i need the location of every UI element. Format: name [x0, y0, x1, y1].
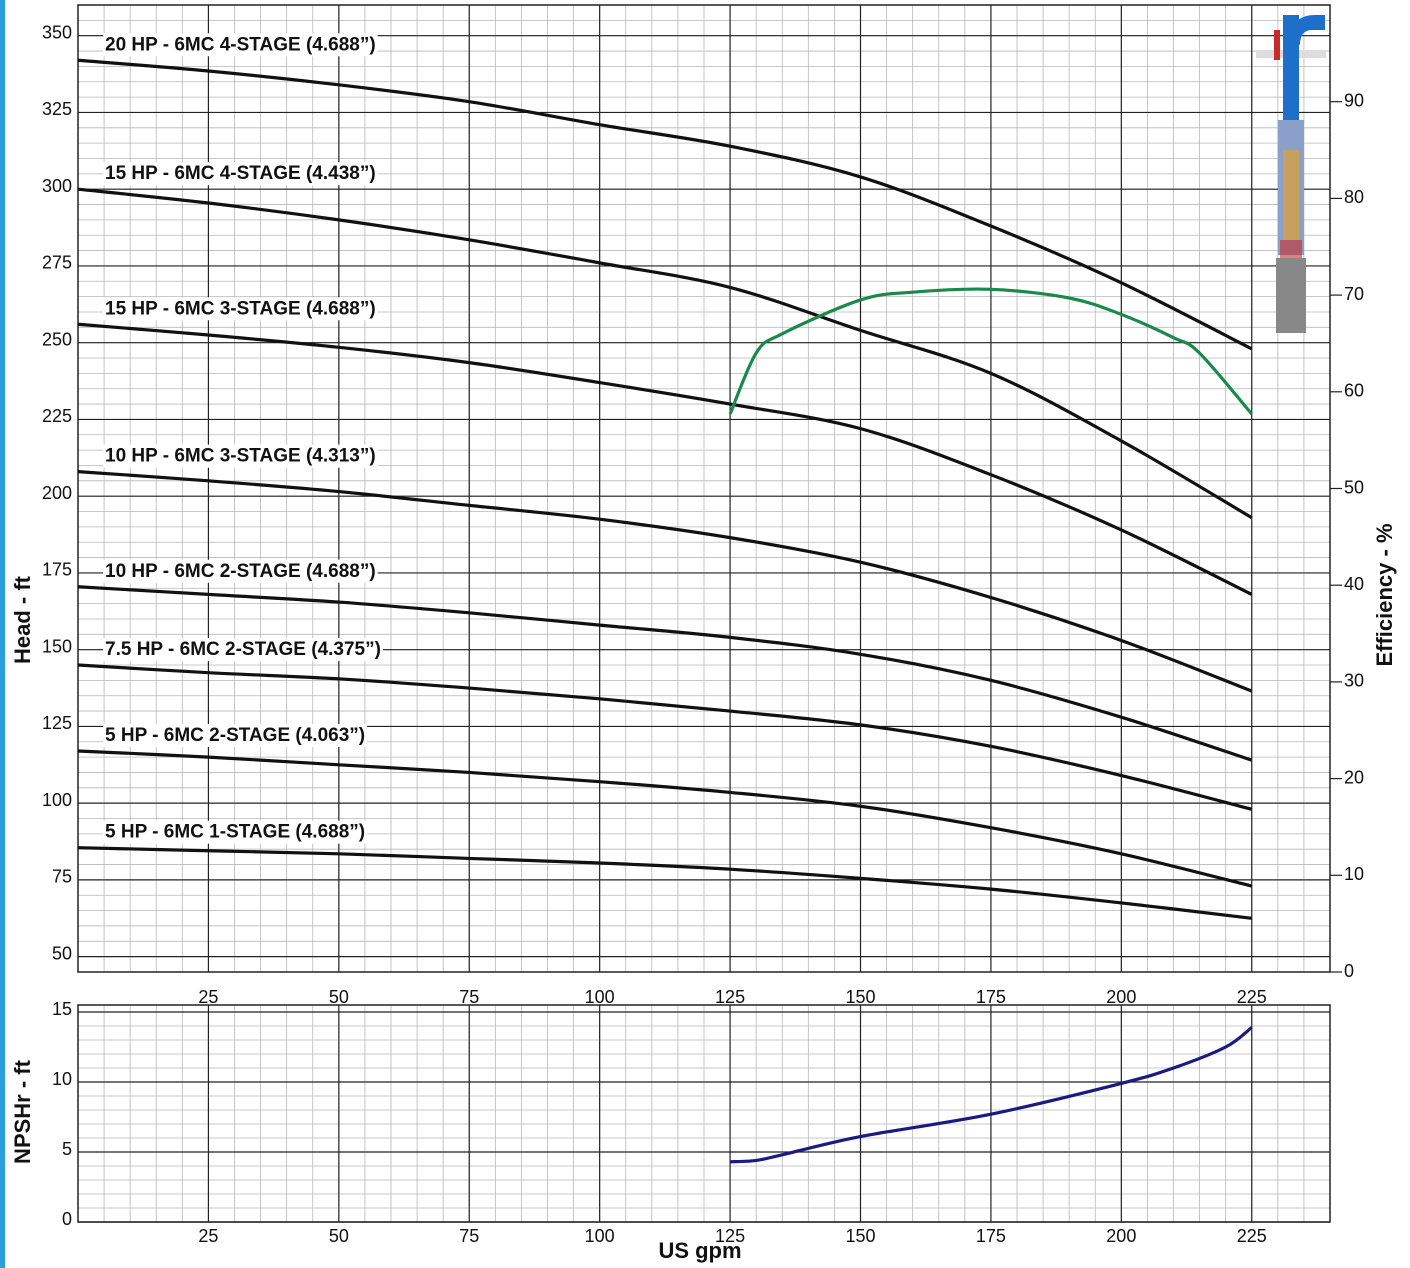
curve-label: 5 HP - 6MC 1-STAGE (4.688”)	[105, 822, 365, 843]
curve-label: 15 HP - 6MC 3-STAGE (4.688”)	[105, 298, 376, 319]
x-tick-label: 150	[845, 1226, 875, 1246]
curve	[77, 749, 1253, 888]
y2-tick-label: 30	[1344, 671, 1364, 691]
curve-label-bg	[103, 162, 378, 186]
y-tick-label: 250	[42, 329, 72, 349]
curve	[729, 1026, 1253, 1164]
y2-tick-label: 80	[1344, 187, 1364, 207]
y2-tick-label: 90	[1344, 90, 1364, 110]
y-tick-label: 10	[52, 1069, 72, 1089]
curve	[77, 585, 1253, 762]
y2-tick-label: 10	[1344, 864, 1364, 884]
y2-tick-label: 20	[1344, 767, 1364, 787]
x-tick-label: 25	[198, 987, 218, 1007]
y-tick-label: 0	[62, 1209, 72, 1229]
x-tick-label: 225	[1237, 987, 1267, 1007]
plot-frame	[77, 4, 1331, 973]
x-tick-label: 100	[585, 1226, 615, 1246]
x-tick-label: 75	[459, 1226, 479, 1246]
plots: 25 50 75 100 125 150 175 200 2255075100125150175…	[42, 4, 1364, 1246]
y-tick-label: 5	[62, 1139, 72, 1159]
curve-label: 20 HP - 6MC 4-STAGE (4.688”)	[105, 34, 376, 55]
curve-label-bg	[103, 297, 378, 321]
x-tick-label: 175	[976, 987, 1006, 1007]
y-tick-label: 15	[52, 999, 72, 1019]
y-tick-label: 225	[42, 406, 72, 426]
y2-axis-label: Efficiency - %	[1372, 523, 1397, 666]
y-tick-label: 300	[42, 176, 72, 196]
curve-label-bg	[103, 444, 378, 468]
curve	[77, 470, 1253, 693]
curve-label-bg	[103, 723, 368, 747]
curve	[77, 187, 1253, 520]
x-tick-label: 75	[459, 987, 479, 1007]
y-tick-label: 275	[42, 253, 72, 273]
y2-tick-label: 60	[1344, 381, 1364, 401]
curve-label: 10 HP - 6MC 3-STAGE (4.313”)	[105, 446, 376, 467]
y-tick-label: 50	[52, 943, 72, 963]
x-tick-label: 25	[198, 1226, 218, 1246]
curve-label-bg	[103, 33, 378, 57]
npsh-axis-label: NPSHr - ft	[10, 1059, 35, 1164]
curve-label: 10 HP - 6MC 2-STAGE (4.688”)	[105, 561, 376, 582]
x-tick-label: 125	[715, 987, 745, 1007]
y2-tick-label: 70	[1344, 284, 1364, 304]
y-tick-label: 325	[42, 99, 72, 119]
x-tick-label: 175	[976, 1226, 1006, 1246]
x-tick-label: 225	[1237, 1226, 1267, 1246]
curve	[77, 846, 1252, 920]
y-tick-label: 100	[42, 790, 72, 810]
curve-label: 5 HP - 6MC 2-STAGE (4.063”)	[105, 725, 365, 746]
x-axis-label: US gpm	[658, 1238, 741, 1263]
curve	[77, 322, 1253, 596]
y-tick-label: 75	[52, 867, 72, 887]
curve-label-bg	[103, 559, 378, 583]
curve	[77, 663, 1253, 811]
y-tick-label: 125	[42, 713, 72, 733]
x-tick-label: 200	[1106, 1226, 1136, 1246]
curve-label: 7.5 HP - 6MC 2-STAGE (4.375”)	[105, 639, 381, 660]
x-tick-label: 125	[715, 1226, 745, 1246]
x-tick-label: 100	[585, 987, 615, 1007]
pump-image	[1256, 15, 1326, 333]
curve	[728, 287, 1253, 416]
y-tick-label: 200	[42, 483, 72, 503]
x-tick-label: 200	[1106, 987, 1136, 1007]
curve-label: 15 HP - 6MC 4-STAGE (4.438”)	[105, 163, 376, 184]
curve-label-bg	[103, 638, 383, 662]
y2-tick-label: 40	[1344, 574, 1364, 594]
left-border	[0, 0, 5, 1268]
x-tick-label: 50	[329, 987, 349, 1007]
y-axis-label: Head - ft	[10, 575, 35, 664]
y-tick-label: 175	[42, 560, 72, 580]
y2-tick-label: 0	[1344, 961, 1354, 981]
plot-frame	[77, 1004, 1331, 1223]
x-tick-label: 50	[329, 1226, 349, 1246]
y-tick-label: 150	[42, 636, 72, 656]
curve	[77, 58, 1253, 351]
y2-tick-label: 50	[1344, 477, 1364, 497]
y-tick-label: 350	[42, 22, 72, 42]
x-tick-label: 150	[845, 987, 875, 1007]
curve-label-bg	[103, 820, 368, 844]
